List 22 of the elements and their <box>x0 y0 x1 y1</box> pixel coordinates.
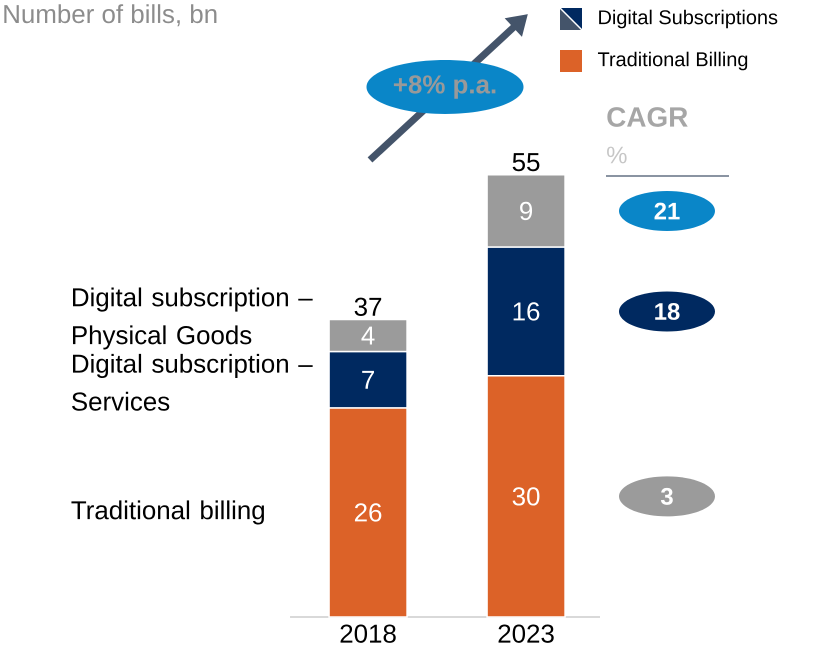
data-label: 4 <box>361 326 375 344</box>
text: 21 <box>654 202 680 220</box>
text: 18 <box>655 303 680 320</box>
text: 3 <box>660 488 673 505</box>
series-label: Digital subscription – Physical Goods <box>72 287 313 350</box>
total-label: 55 <box>512 153 540 172</box>
x-tick-label: 2018 <box>340 624 396 643</box>
text: Traditional billing <box>71 500 264 525</box>
chart-title: Number of bills, bn <box>4 4 216 26</box>
series-label: Digital subscription – Services <box>72 354 313 411</box>
total-label: 37 <box>354 298 382 316</box>
data-label: 30 <box>512 487 540 506</box>
text: Traditional Billing <box>598 52 748 70</box>
data-label: 7 <box>362 370 374 389</box>
text: % <box>607 146 627 164</box>
data-label: 9 <box>520 202 532 220</box>
text: Digital Subscriptions <box>599 10 778 28</box>
text: +8% p.a. <box>394 75 496 99</box>
text: CAGR <box>607 107 688 127</box>
data-label: 16 <box>514 302 540 321</box>
x-tick-label: 2023 <box>498 624 554 643</box>
data-label: 26 <box>354 503 382 522</box>
